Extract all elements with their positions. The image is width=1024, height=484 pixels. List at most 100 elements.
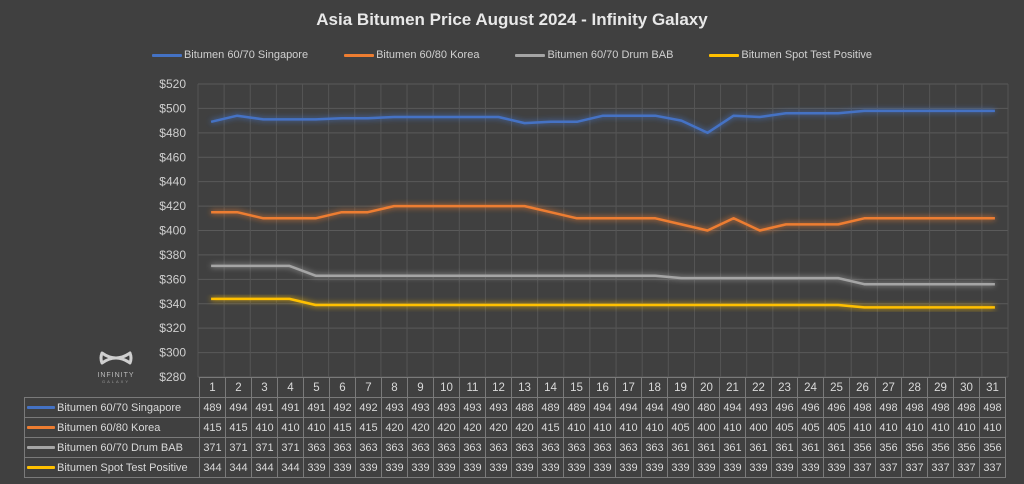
table-cell: 363 [407,437,434,458]
table-cell: 490 [667,397,694,418]
y-tick-label: $380 [159,248,186,262]
series-line-3 [211,297,995,309]
table-cell: 410 [251,417,278,438]
table-cell: 337 [927,457,954,478]
series-line-0 [210,109,995,135]
table-row-label: Bitumen 60/70 Drum BAB [24,437,200,458]
table-cell: 494 [589,397,616,418]
y-tick-label: $280 [159,370,186,384]
table-cell: 493 [381,397,408,418]
table-cell: 339 [641,457,668,478]
legend-item-korea: Bitumen 60/80 Korea [344,49,479,61]
table-column-header: 28 [901,377,928,398]
table-cell: 361 [771,437,798,458]
logo-text: INFINITY [97,372,135,379]
table-cell: 420 [433,417,460,438]
table-cell: 363 [537,437,564,458]
table-cell: 363 [433,437,460,458]
table-cell: 415 [329,417,356,438]
table-cell: 371 [277,437,304,458]
table-row-label: Bitumen Spot Test Positive [24,457,200,478]
table-cell: 356 [927,437,954,458]
table-cell: 420 [485,417,512,438]
table-cell: 410 [875,417,902,438]
table-column-header: 7 [355,377,382,398]
table-cell: 491 [277,397,304,418]
table-cell: 410 [901,417,928,438]
table-cell: 410 [589,417,616,438]
table-cell: 410 [277,417,304,438]
table-cell: 492 [329,397,356,418]
table-cell: 489 [537,397,564,418]
legend-label: Bitumen 60/70 Singapore [183,49,309,61]
table-row-label: Bitumen 60/80 Korea [24,417,200,438]
table-cell: 410 [927,417,954,438]
table-cell: 339 [823,457,850,478]
table-cell: 361 [719,437,746,458]
table-row: Bitumen Spot Test Positive 344 344 344 344 33… [24,457,1006,478]
table-cell: 410 [953,417,980,438]
table-cell: 494 [615,397,642,418]
table-column-header: 10 [433,377,460,398]
table-cell: 339 [381,457,408,478]
table-cell: 489 [199,397,226,418]
table-cell: 420 [511,417,538,438]
table-cell: 410 [615,417,642,438]
table-cell: 489 [563,397,590,418]
y-tick-label: $320 [159,321,186,335]
table-cell: 371 [251,437,278,458]
table-cell: 371 [225,437,252,458]
table-cell: 344 [225,457,252,478]
table-column-header: 9 [407,377,434,398]
table-cell: 415 [355,417,382,438]
legend-label: Bitumen Spot Test Positive [741,49,873,61]
table-cell: 420 [459,417,486,438]
table-cell: 405 [667,417,694,438]
table-cell: 356 [875,437,902,458]
legend-key-icon [27,406,55,410]
table-cell: 339 [355,457,382,478]
table-column-header: 29 [927,377,954,398]
table-cell: 498 [849,397,876,418]
table-column-header: 5 [303,377,330,398]
table-column-header: 30 [953,377,980,398]
table-cell: 339 [589,457,616,478]
table-cell: 480 [693,397,720,418]
legend-swatch-icon [151,53,182,57]
table-cell: 339 [797,457,824,478]
y-tick-label: $300 [159,346,186,360]
table-cell: 363 [485,437,512,458]
table-cell: 410 [641,417,668,438]
table-cell: 498 [927,397,954,418]
table-cell: 410 [563,417,590,438]
table-cell: 493 [745,397,772,418]
table-cell: 356 [849,437,876,458]
table-cell: 405 [797,417,824,438]
table-column-header: 13 [511,377,538,398]
table-column-header: 17 [615,377,642,398]
table-row: Bitumen 60/80 Korea 415 415 410 410 410 415 415… [24,417,1006,438]
y-tick-label: $500 [159,101,186,115]
table-cell: 339 [693,457,720,478]
table-cell: 498 [953,397,980,418]
table-cell: 410 [303,417,330,438]
table-cell: 337 [875,457,902,478]
table-cell: 494 [719,397,746,418]
table-cell: 498 [979,397,1006,418]
table-cell: 339 [511,457,538,478]
table-column-header: 12 [485,377,512,398]
table-cell: 337 [979,457,1006,478]
table-header-row: 1 2 3 4 5 6 7 8 9 10 11 12 13 14 15 16 17 18 19 20 21 22 23 24 2… [25,377,1006,398]
table-cell: 356 [979,437,1006,458]
table-cell: 361 [797,437,824,458]
legend-swatch-icon [344,53,375,57]
table-cell: 493 [433,397,460,418]
legend-swatch-icon [709,53,740,57]
y-tick-label: $520 [159,77,186,91]
table-cell: 361 [667,437,694,458]
table-cell: 363 [641,437,668,458]
table-cell: 494 [225,397,252,418]
table-cell: 363 [459,437,486,458]
legend-key-icon [27,446,55,450]
table-cell: 339 [771,457,798,478]
